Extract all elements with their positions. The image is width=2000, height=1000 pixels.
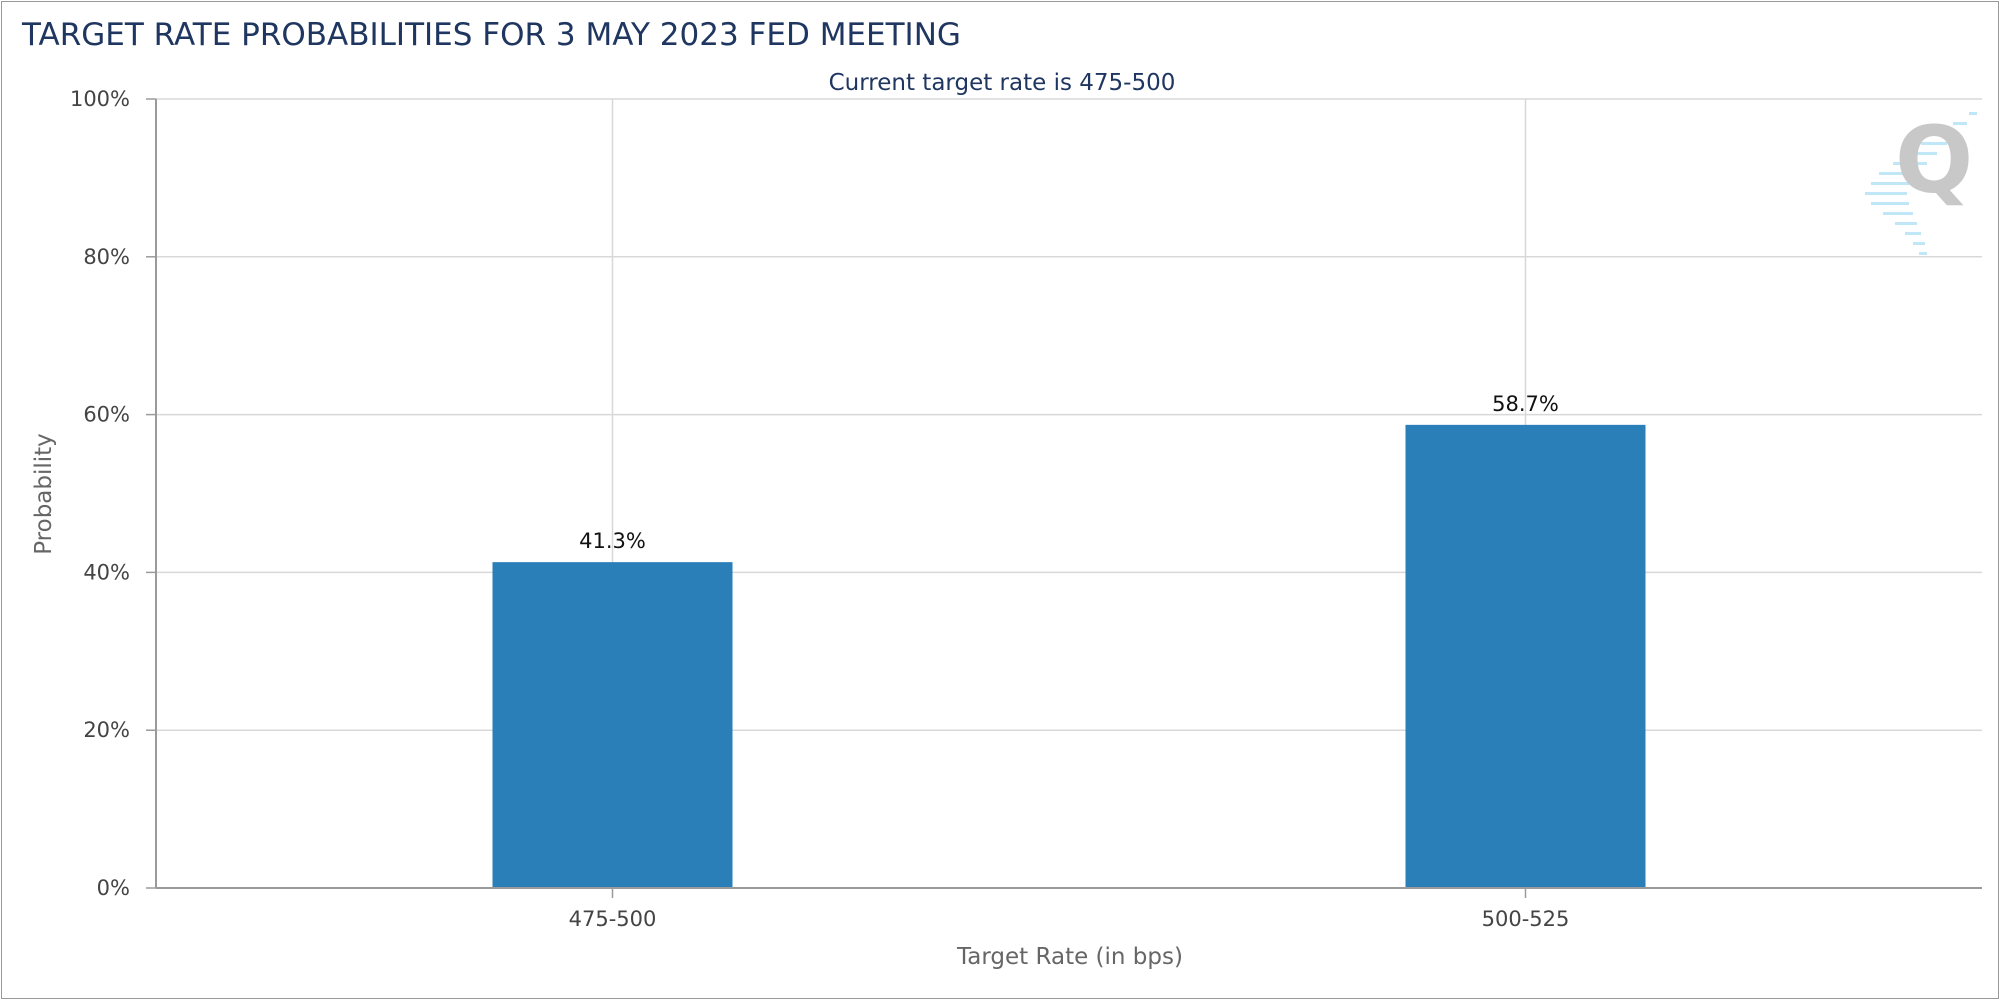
y-tick-label: 20% [83, 718, 130, 742]
bar-500-525 [1405, 424, 1646, 888]
watermark-stripe [1919, 252, 1927, 255]
bar-475-500 [492, 562, 733, 888]
watermark-stripe [1913, 242, 1925, 245]
x-tick-label: 475-500 [569, 907, 657, 931]
watermark-stripe [1937, 132, 1957, 135]
watermark-stripe [1953, 122, 1967, 125]
chart-subtitle: Current target rate is 475-500 [829, 70, 1176, 96]
chart-title: TARGET RATE PROBABILITIES FOR 3 MAY 2023… [21, 17, 961, 53]
watermark-stripe [1871, 182, 1911, 185]
watermark-stripe [1879, 172, 1917, 175]
watermark-stripe [1921, 142, 1947, 145]
gridlines [156, 98, 1982, 888]
tick-labels: 0% 20% 40% 60% 80% 100% 41.3% 475-500 58.7% 500-5… [70, 87, 1569, 931]
x-axis-title: Target Rate (in bps) [956, 944, 1183, 970]
q-logo-icon: Q [1865, 107, 1977, 255]
bar-data-label: 41.3% [579, 529, 646, 553]
y-tick-label: 40% [83, 560, 130, 584]
watermark-stripe [1893, 162, 1927, 165]
y-tick-label: 60% [83, 403, 130, 427]
bar-data-label: 58.7% [1492, 392, 1559, 416]
y-axis-title: Probability [31, 433, 57, 555]
y-tick-label: 0% [97, 876, 130, 900]
axes [146, 98, 1982, 898]
x-tick-label: 500-525 [1482, 907, 1570, 931]
y-tick-label: 100% [70, 87, 130, 111]
watermark-stripe [1907, 152, 1937, 155]
watermark-stripe [1871, 202, 1909, 205]
watermark-stripe [1865, 192, 1907, 195]
q-logo-letter: Q [1895, 107, 1973, 214]
y-tick-label: 80% [83, 245, 130, 269]
watermark-stripe [1905, 232, 1921, 235]
watermark-stripe [1883, 212, 1913, 215]
watermark-stripe [1895, 222, 1917, 225]
watermark-stripe [1969, 112, 1977, 115]
bars [492, 424, 1646, 888]
